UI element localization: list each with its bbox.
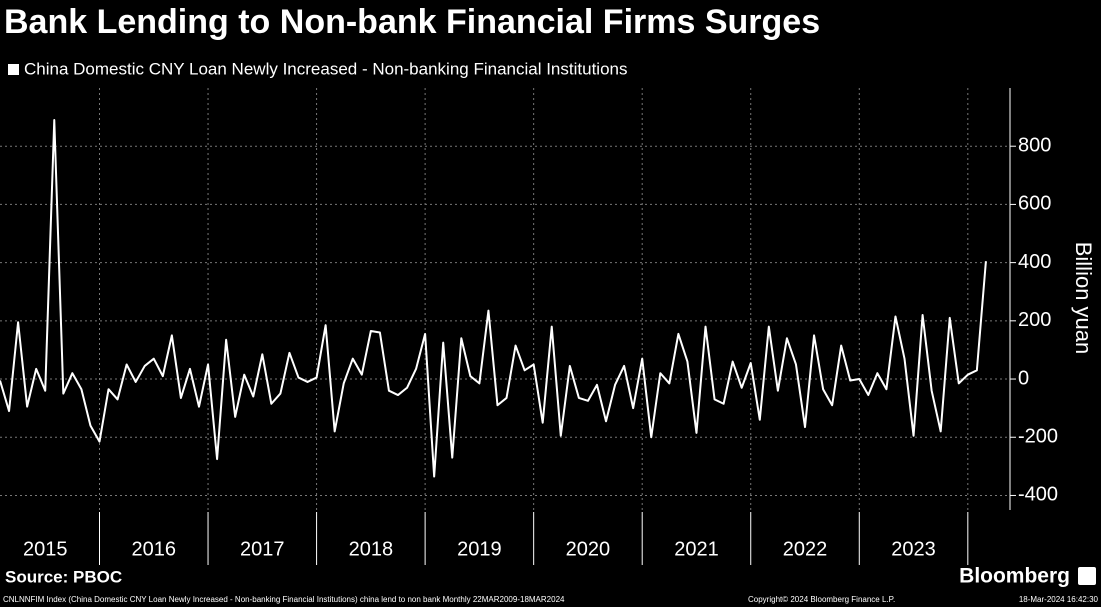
series-line bbox=[0, 119, 987, 478]
x-tick-label: 2021 bbox=[674, 538, 719, 560]
x-tick-label: 2017 bbox=[240, 538, 285, 560]
x-tick-label: 2023 bbox=[891, 538, 936, 560]
x-tick-label: 2016 bbox=[132, 538, 177, 560]
legend-swatch bbox=[8, 64, 19, 75]
footer-note: CNLNNFIM Index (China Domestic CNY Loan … bbox=[3, 595, 565, 604]
x-tick-label: 2015 bbox=[23, 538, 68, 560]
y-tick-label: -400 bbox=[1018, 484, 1058, 506]
chart-title: Bank Lending to Non-bank Financial Firms… bbox=[4, 3, 820, 41]
brand-icon bbox=[1078, 567, 1096, 585]
legend-label: China Domestic CNY Loan Newly Increased … bbox=[24, 59, 627, 78]
y-tick-label: 200 bbox=[1018, 309, 1051, 331]
y-tick-label: 600 bbox=[1018, 193, 1051, 215]
x-tick-label: 2022 bbox=[783, 538, 828, 560]
y-tick-label: 0 bbox=[1018, 367, 1029, 389]
y-tick-label: -200 bbox=[1018, 426, 1058, 448]
x-tick-label: 2018 bbox=[349, 538, 394, 560]
brand: Bloomberg bbox=[959, 565, 1070, 588]
y-tick-label: 800 bbox=[1018, 134, 1051, 156]
source: Source: PBOC bbox=[5, 567, 122, 586]
y-tick-label: 400 bbox=[1018, 251, 1051, 273]
x-tick-label: 2020 bbox=[566, 538, 611, 560]
x-tick-label: 2019 bbox=[457, 538, 502, 560]
y-axis-title: Billion yuan bbox=[1071, 242, 1096, 355]
copyright: Copyright© 2024 Bloomberg Finance L.P. bbox=[748, 595, 895, 604]
timestamp: 18-Mar-2024 16:42:30 bbox=[1019, 595, 1099, 604]
